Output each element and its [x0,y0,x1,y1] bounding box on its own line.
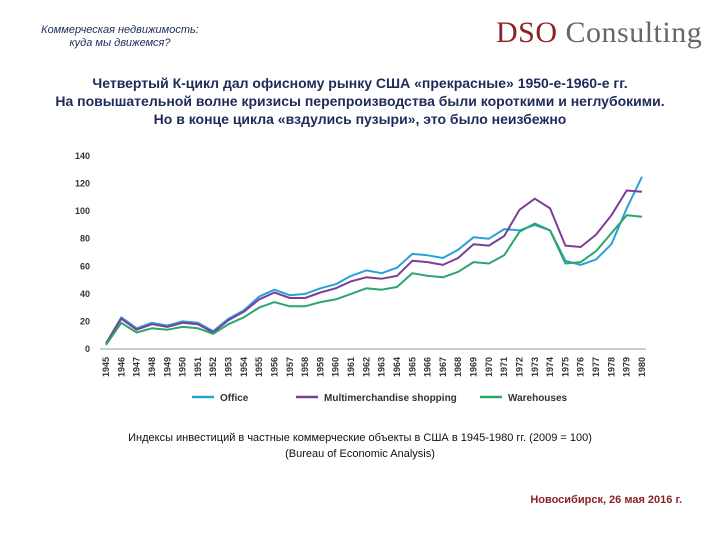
y-tick-label: 120 [75,179,90,189]
x-tick-label: 1959 [315,357,325,377]
x-tick-label: 1975 [560,357,570,377]
x-tick-label: 1950 [178,357,188,377]
x-tick-label: 1980 [637,357,647,377]
x-tick-label: 1977 [591,357,601,377]
x-tick-label: 1947 [132,357,142,377]
x-tick-label: 1961 [346,357,356,377]
x-tick-label: 1973 [530,357,540,377]
y-tick-label: 80 [80,234,90,244]
x-tick-label: 1962 [361,357,371,377]
investment-index-line-chart: 0 20 40 60 80 100 120 140 1945 1946 1947 1948 1949 19… [75,151,647,404]
headline-line-3: Но в конце цикла «вздулись пузыри», это … [153,111,567,127]
legend-label: Warehouses [508,393,568,404]
x-tick-label: 1969 [469,357,479,377]
series-line-warehouses [105,214,643,346]
series-line-office [105,176,643,345]
y-tick-label: 140 [75,151,90,161]
logo-consulting: Consulting [557,16,703,49]
slide-headline: Четвертый К-цикл дал офисному рынку США … [0,74,720,128]
subtitle-line-2: куда мы движемся? [69,37,171,49]
presentation-subtitle: Коммерческая недвижимость: куда мы движе… [20,24,220,50]
caption-line-2: (Bureau of Economic Analysis) [285,448,435,460]
footer-date: Новосибирск, 26 мая 2016 г. [530,494,682,506]
series-line-multimerchandise-shopping [105,189,643,345]
x-tick-label: 1970 [484,357,494,377]
x-tick-label: 1945 [101,357,111,377]
chart-caption: Индексы инвестиций в частные коммерчески… [60,430,660,462]
x-tick-label: 1968 [453,357,463,377]
y-tick-label: 100 [75,206,90,216]
x-tick-label: 1946 [116,357,126,377]
logo-dso: DSO [496,16,558,49]
headline-line-1: Четвертый К-цикл дал офисному рынку США … [92,75,628,91]
x-tick-label: 1952 [208,357,218,377]
x-tick-label: 1972 [514,357,524,377]
y-tick-label: 60 [80,261,90,271]
caption-line-1: Индексы инвестиций в частные коммерчески… [128,432,592,444]
x-tick-label: 1976 [576,357,586,377]
x-tick-label: 1953 [224,357,234,377]
x-tick-label: 1971 [499,357,509,377]
x-tick-label: 1966 [423,357,433,377]
x-tick-label: 1960 [331,357,341,377]
x-tick-label: 1957 [285,357,295,377]
x-tick-label: 1955 [254,357,264,377]
legend-label: Office [220,393,249,404]
x-tick-label: 1963 [377,357,387,377]
x-tick-label: 1979 [622,357,632,377]
headline-line-2: На повышательной волне кризисы перепроиз… [55,93,665,109]
x-tick-label: 1978 [606,357,616,377]
x-tick-label: 1967 [438,357,448,377]
x-tick-label: 1958 [300,357,310,377]
x-tick-label: 1949 [162,357,172,377]
legend-label: Multimerchandise shopping [324,393,457,404]
y-tick-label: 40 [80,289,90,299]
subtitle-line-1: Коммерческая недвижимость: [41,24,199,36]
y-tick-label: 0 [85,344,90,354]
y-tick-label: 20 [80,316,90,326]
x-tick-label: 1951 [193,357,203,377]
x-tick-label: 1948 [147,357,157,377]
x-tick-label: 1956 [269,357,279,377]
x-tick-label: 1965 [407,357,417,377]
x-tick-label: 1974 [545,357,555,377]
company-logo: DSO Consulting [496,16,702,50]
x-tick-label: 1964 [392,357,402,377]
x-tick-label: 1954 [239,357,249,377]
